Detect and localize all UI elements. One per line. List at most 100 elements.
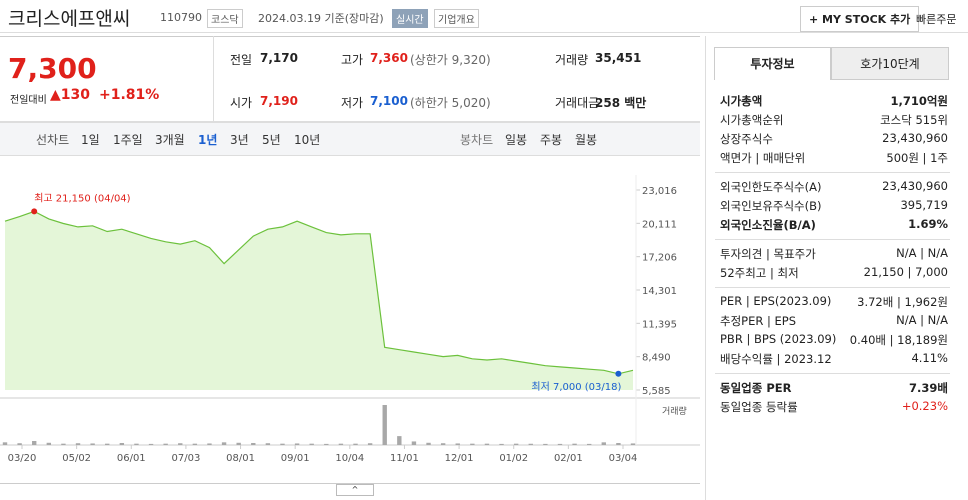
volume-bar bbox=[513, 443, 519, 445]
x-tick-label: 01/02 bbox=[499, 453, 528, 464]
collapse-button[interactable]: ^ bbox=[336, 484, 374, 496]
info-label: 외국인소진율(B/A) bbox=[720, 218, 816, 232]
candle-tab[interactable]: 월봉 bbox=[575, 133, 598, 147]
info-label: 추정PER | EPS bbox=[720, 314, 797, 328]
quote-box bbox=[0, 36, 700, 122]
info-label: 외국인한도주식수(A) bbox=[720, 180, 822, 194]
info-row: 외국인한도주식수(A) 23,430,960 bbox=[720, 179, 948, 195]
info-value: N/A | N/A bbox=[896, 313, 948, 327]
info-value: 23,430,960 bbox=[882, 179, 948, 193]
tab-label: 봉차트 bbox=[460, 133, 494, 147]
x-tick-label: 12/01 bbox=[445, 453, 474, 464]
volume-bar bbox=[148, 443, 154, 445]
info-value: N/A | N/A bbox=[896, 246, 948, 260]
divider bbox=[715, 239, 950, 240]
x-tick-label: 07/03 bbox=[171, 453, 200, 464]
volume-bar bbox=[309, 443, 314, 445]
info-value: 1.69% bbox=[908, 217, 948, 231]
x-tick-label: 05/02 bbox=[62, 453, 91, 464]
tab-label: 선차트 bbox=[36, 133, 70, 147]
period-tab[interactable]: 10년 bbox=[294, 133, 321, 147]
info-row: 투자의견 | 목표주가 N/A | N/A bbox=[720, 246, 948, 262]
volume-bar bbox=[324, 443, 329, 445]
x-tick-label: 11/01 bbox=[390, 453, 419, 464]
period-tab[interactable]: 1년 bbox=[198, 133, 218, 147]
info-row: 52주최고 | 최저 21,150 | 7,000 bbox=[720, 265, 948, 281]
info-value: 0.40배 | 18,189원 bbox=[849, 333, 948, 347]
info-value: 7.39배 bbox=[909, 381, 948, 395]
volume-bar bbox=[75, 443, 81, 445]
realtime-button[interactable]: 실시간 bbox=[392, 9, 428, 28]
x-tick-label: 03/20 bbox=[8, 453, 37, 464]
info-value: +0.23% bbox=[901, 399, 948, 413]
info-label: 시가총액 bbox=[720, 94, 763, 108]
info-row: 외국인소진율(B/A) 1.69% bbox=[720, 217, 948, 233]
volume-bar bbox=[32, 441, 37, 445]
info-row: PER | EPS(2023.09) 3.72배 | 1,962원 bbox=[720, 294, 948, 309]
volume-bar bbox=[470, 443, 475, 445]
quote-label: 전일 bbox=[230, 53, 253, 67]
volume-bar bbox=[221, 442, 227, 445]
volume-bar bbox=[426, 442, 431, 445]
period-tab[interactable]: 1일 bbox=[81, 133, 100, 147]
info-label: 상장주식수 bbox=[720, 132, 773, 146]
info-label: 동일업종 PER bbox=[720, 381, 792, 395]
info-tab[interactable]: 호가10단계 bbox=[831, 47, 949, 80]
candle-tab[interactable]: 주봉 bbox=[540, 133, 563, 147]
info-label: 동일업종 등락률 bbox=[720, 400, 798, 414]
divider bbox=[705, 36, 706, 500]
company-info-button[interactable]: 기업개요 bbox=[434, 9, 479, 28]
stock-code: 110790 bbox=[160, 11, 202, 24]
info-label: 배당수익률 | 2023.12 bbox=[720, 352, 832, 366]
volume-bar bbox=[557, 443, 563, 445]
volume-bar bbox=[382, 405, 387, 445]
price-line bbox=[4, 210, 634, 375]
volume-bar bbox=[61, 443, 66, 445]
y-tick-label: 20,111 bbox=[642, 219, 677, 230]
volume-bar bbox=[251, 443, 256, 445]
volume-bar bbox=[616, 443, 621, 445]
volume-bar bbox=[236, 442, 241, 445]
info-label: 52주최고 | 최저 bbox=[720, 266, 799, 280]
chart: 5,585 8,490 11,395 14,301 17,206 20,111 23,016… bbox=[0, 175, 700, 464]
info-label: PER | EPS(2023.09) bbox=[720, 294, 832, 308]
volume-bar bbox=[134, 443, 139, 445]
period-tab[interactable]: 1주일 bbox=[113, 133, 143, 147]
info-tab[interactable]: 투자정보 bbox=[714, 47, 831, 80]
volume-bar bbox=[192, 443, 198, 445]
quote-label: 시가 bbox=[230, 96, 253, 110]
info-row: PBR | BPS (2023.09) 0.40배 | 18,189원 bbox=[720, 332, 948, 347]
quote-note: (하한가 5,020) bbox=[410, 96, 491, 110]
info-row: 배당수익률 | 2023.12 4.11% bbox=[720, 351, 948, 367]
tab-bar bbox=[0, 122, 700, 156]
volume-bar bbox=[119, 443, 125, 445]
volume-bar bbox=[630, 443, 636, 445]
x-tick-label: 09/01 bbox=[281, 453, 310, 464]
info-value: 3.72배 | 1,962원 bbox=[857, 295, 948, 309]
info-row: 추정PER | EPS N/A | N/A bbox=[720, 313, 948, 329]
quote-value: 7,360 bbox=[370, 51, 408, 65]
divider bbox=[715, 172, 950, 173]
quote-label: 저가 bbox=[341, 96, 364, 110]
stock-name: 크리스에프앤씨 bbox=[8, 8, 131, 30]
volume-bar bbox=[280, 443, 285, 445]
volume-bar bbox=[46, 442, 52, 445]
high-point bbox=[31, 208, 38, 215]
market-badge: 코스닥 bbox=[207, 9, 243, 28]
quick-order[interactable]: 빠른주문 bbox=[916, 13, 957, 26]
volume-bar bbox=[484, 443, 490, 445]
volume-bar bbox=[543, 443, 548, 445]
quote-label: 고가 bbox=[341, 53, 364, 67]
period-tab[interactable]: 5년 bbox=[262, 133, 281, 147]
my-stock-button[interactable]: + MY STOCK 추가 bbox=[800, 6, 920, 32]
divider bbox=[213, 36, 214, 121]
period-tab[interactable]: 3개월 bbox=[155, 133, 185, 147]
period-tab[interactable]: 3년 bbox=[230, 133, 249, 147]
info-row: 외국인보유주식수(B) 395,719 bbox=[720, 198, 948, 214]
volume-label: 거래량 bbox=[662, 405, 687, 417]
candle-tab[interactable]: 일봉 bbox=[505, 133, 528, 147]
volume-bar bbox=[528, 443, 533, 445]
quote-value: 7,190 bbox=[260, 94, 298, 108]
price-area bbox=[5, 211, 633, 390]
